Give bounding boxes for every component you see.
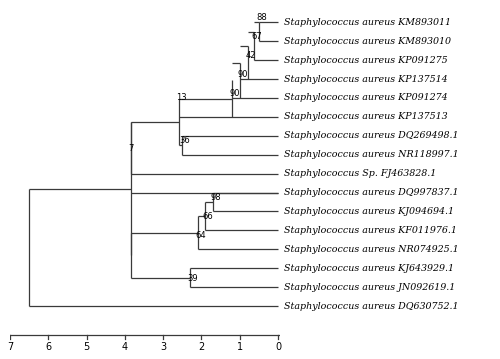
Text: Staphylococcus aureus JN092619.1: Staphylococcus aureus JN092619.1: [284, 283, 456, 292]
Text: 67: 67: [252, 32, 262, 41]
Text: 90: 90: [237, 70, 248, 79]
Text: Staphylococcus aureus KP137514: Staphylococcus aureus KP137514: [284, 75, 448, 84]
Text: 88: 88: [256, 13, 267, 22]
Text: 13: 13: [176, 93, 186, 102]
Text: 98: 98: [210, 193, 221, 202]
Text: 3: 3: [160, 342, 166, 352]
Text: 36: 36: [180, 136, 190, 145]
Text: 0: 0: [275, 342, 281, 352]
Text: Staphylococcus aureus DQ269498.1: Staphylococcus aureus DQ269498.1: [284, 131, 459, 140]
Text: Staphylococcus aureus KP091275: Staphylococcus aureus KP091275: [284, 56, 448, 65]
Text: 6: 6: [45, 342, 52, 352]
Text: 64: 64: [195, 231, 205, 240]
Text: Staphylococcus aureus KP137513: Staphylococcus aureus KP137513: [284, 112, 448, 121]
Text: Staphylococcus aureus DQ630752.1: Staphylococcus aureus DQ630752.1: [284, 302, 459, 311]
Text: 1: 1: [236, 342, 243, 352]
Text: 66: 66: [202, 212, 213, 221]
Text: Staphylococcus aureus DQ997837.1: Staphylococcus aureus DQ997837.1: [284, 188, 459, 197]
Text: Staphylococcus aureus KJ643929.1: Staphylococcus aureus KJ643929.1: [284, 264, 454, 273]
Text: 42: 42: [246, 51, 256, 60]
Text: Staphylococcus aureus NR118997.1: Staphylococcus aureus NR118997.1: [284, 150, 459, 159]
Text: 39: 39: [188, 274, 198, 283]
Text: Staphylococcus aureus KF011976.1: Staphylococcus aureus KF011976.1: [284, 226, 457, 235]
Text: 2: 2: [198, 342, 204, 352]
Text: Staphylococcus aureus KM893010: Staphylococcus aureus KM893010: [284, 37, 452, 46]
Text: 5: 5: [84, 342, 89, 352]
Text: Staphylococcus aureus KM893011: Staphylococcus aureus KM893011: [284, 18, 452, 27]
Text: Staphylococcus Sp. FJ463828.1: Staphylococcus Sp. FJ463828.1: [284, 169, 436, 178]
Text: 90: 90: [230, 89, 240, 98]
Text: Staphylococcus aureus KJ094694.1: Staphylococcus aureus KJ094694.1: [284, 207, 454, 216]
Text: 7: 7: [128, 144, 134, 153]
Text: 4: 4: [122, 342, 128, 352]
Text: Staphylococcus aureus NR074925.1: Staphylococcus aureus NR074925.1: [284, 245, 459, 254]
Text: 7: 7: [7, 342, 13, 352]
Text: Staphylococcus aureus KP091274: Staphylococcus aureus KP091274: [284, 93, 448, 102]
